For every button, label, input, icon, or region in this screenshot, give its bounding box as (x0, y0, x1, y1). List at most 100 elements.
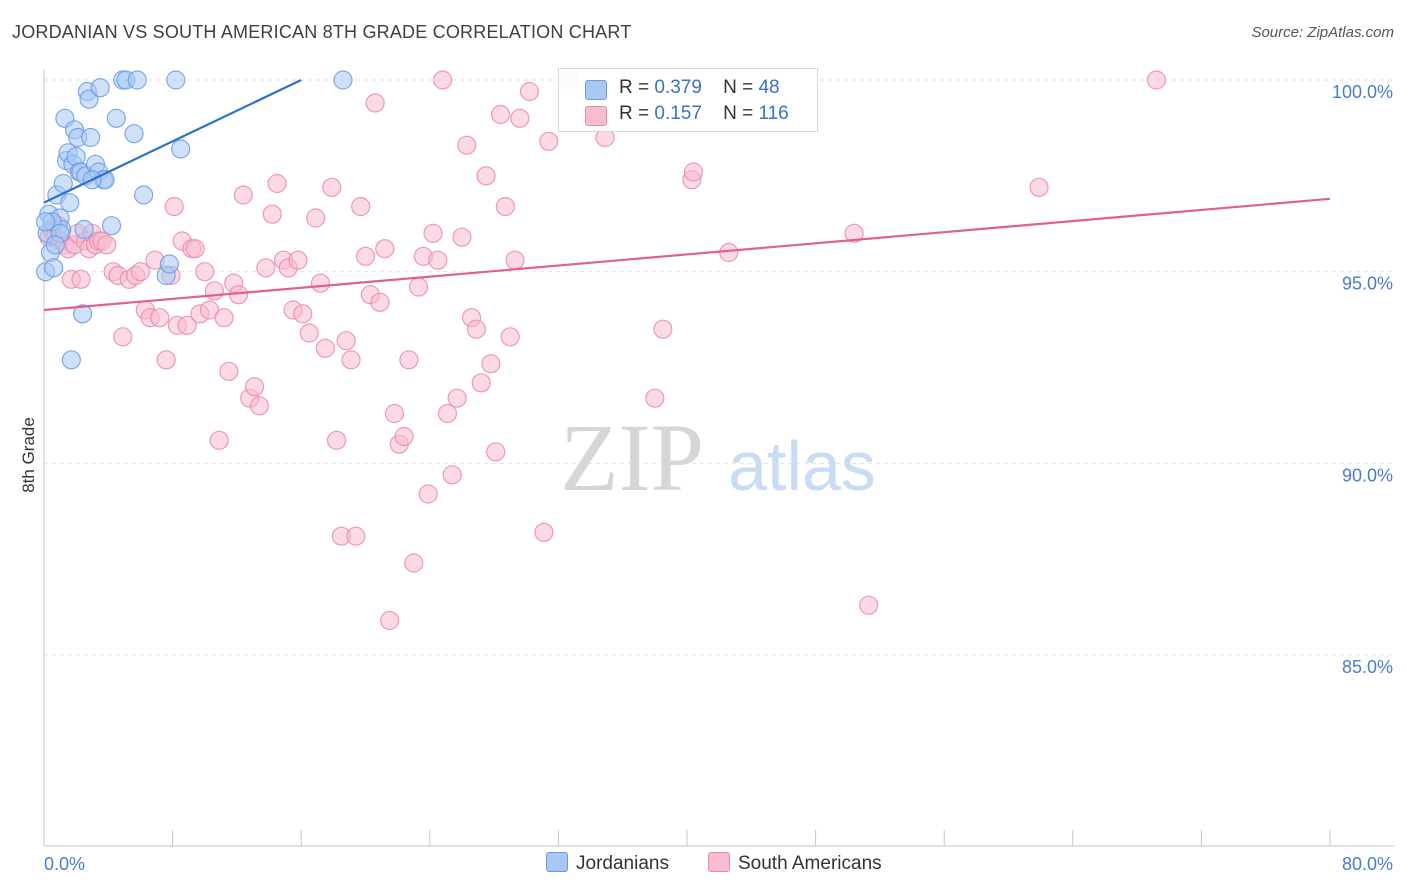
south-american-point (510, 108, 530, 128)
south-american-point (476, 166, 496, 186)
jordanian-point (333, 70, 353, 90)
jordanian-point (106, 108, 126, 128)
jordanian-point (79, 89, 99, 109)
south-american-point (844, 223, 864, 243)
y-tick-label: 95.0% (1342, 274, 1393, 294)
south-american-point (1146, 70, 1166, 90)
south-american-point (355, 246, 376, 266)
south-american-point (505, 250, 525, 270)
south-american-point (130, 262, 151, 282)
jordanian-point (124, 124, 144, 144)
jordanian-point (127, 70, 147, 90)
south-american-point (214, 308, 234, 328)
south-american-point (336, 331, 356, 351)
x-tick-label: 80.0% (1342, 854, 1393, 874)
south-american-point (519, 81, 540, 102)
south-american-point (113, 327, 133, 347)
south-american-point (177, 315, 197, 335)
south-american-point (288, 250, 308, 270)
jordanians-legend-label: Jordanians (576, 853, 669, 874)
jordanian-point (81, 127, 101, 148)
south-american-point (481, 354, 501, 374)
n-value: 48 (758, 77, 780, 98)
south-american-point (645, 388, 665, 408)
south-american-point (466, 319, 487, 339)
south-american-point (394, 426, 414, 447)
stats-legend: R = 0.379 N = 48 R = 0.157 N = 116 (558, 68, 818, 132)
south-american-point (195, 262, 215, 282)
south-americans-legend-swatch (708, 852, 730, 872)
grid-lines (44, 79, 1394, 656)
south-american-point (500, 327, 520, 347)
south-american-point (683, 162, 704, 182)
trend-lines (43, 79, 1331, 312)
south-americans-legend-label: South Americans (738, 853, 882, 874)
south-american-point (408, 277, 429, 297)
jordanian-point (166, 70, 186, 90)
jordanians-swatch (585, 80, 607, 100)
south-american-point (471, 373, 491, 393)
legend-item-south-americans[interactable]: South Americans (708, 852, 882, 875)
south-american-point (341, 350, 361, 370)
y-tick-label: 90.0% (1342, 465, 1393, 485)
south-american-point (267, 173, 287, 194)
south-american-point (256, 258, 276, 278)
jordanian-point (45, 235, 65, 255)
south-american-point (365, 93, 385, 113)
south-american-point (457, 135, 477, 155)
south-american-point (447, 388, 467, 408)
south-american-point (1029, 177, 1049, 197)
jordanian-point (171, 139, 191, 159)
jordanians-trend-line (43, 79, 302, 204)
chart-title: JORDANIAN VS SOUTH AMERICAN 8TH GRADE CO… (12, 22, 632, 42)
south-american-point (233, 185, 253, 205)
jordanians-legend-swatch (546, 852, 568, 872)
south-american-point (299, 323, 319, 343)
south-american-point (423, 223, 443, 243)
jordanian-point (101, 216, 122, 236)
south-american-point (71, 269, 91, 289)
south-american-point (490, 104, 511, 125)
south-american-point (534, 522, 554, 542)
r-value: 0.157 (654, 103, 702, 124)
south-american-point (262, 204, 282, 224)
r-label: R = (619, 103, 650, 124)
south-american-point (150, 308, 170, 328)
south-american-point (719, 242, 739, 263)
jordanian-point (72, 304, 93, 324)
south-americans-trend-line (43, 197, 1331, 312)
points-layer (36, 70, 1166, 631)
legend-item-jordanians[interactable]: Jordanians (546, 852, 669, 875)
jordanian-point (90, 78, 110, 98)
n-label: N = (723, 103, 754, 124)
tick-labels: 85.0% 90.0% 95.0% 100.0% 0.0% 80.0% (44, 82, 1393, 874)
south-american-point (164, 196, 184, 217)
jordanian-point (60, 193, 80, 213)
south-american-point (539, 131, 559, 151)
jordanian-point (134, 185, 154, 205)
south-american-point (249, 396, 270, 416)
south-american-point (306, 208, 326, 228)
watermark-zip: ZIP (560, 404, 704, 511)
south-american-point (244, 377, 265, 397)
south-american-point (219, 361, 239, 381)
source-label: Source: ZipAtlas.com (1251, 24, 1394, 41)
n-value: 116 (758, 103, 789, 124)
south-american-point (375, 239, 395, 259)
jordanian-point (61, 350, 81, 370)
south-american-point (322, 177, 342, 197)
south-american-point (351, 196, 371, 217)
jordanian-point (74, 219, 94, 240)
south-americans-swatch (585, 106, 607, 126)
south-american-point (437, 403, 458, 424)
south-american-point (399, 350, 419, 370)
south-american-point (486, 442, 506, 462)
south-american-point (653, 319, 673, 339)
south-american-point (452, 227, 472, 247)
south-american-point (326, 430, 347, 450)
r-value: 0.379 (654, 77, 702, 98)
y-axis-label: 8th Grade (19, 417, 38, 493)
south-american-point (346, 526, 366, 546)
south-american-point (404, 553, 424, 573)
